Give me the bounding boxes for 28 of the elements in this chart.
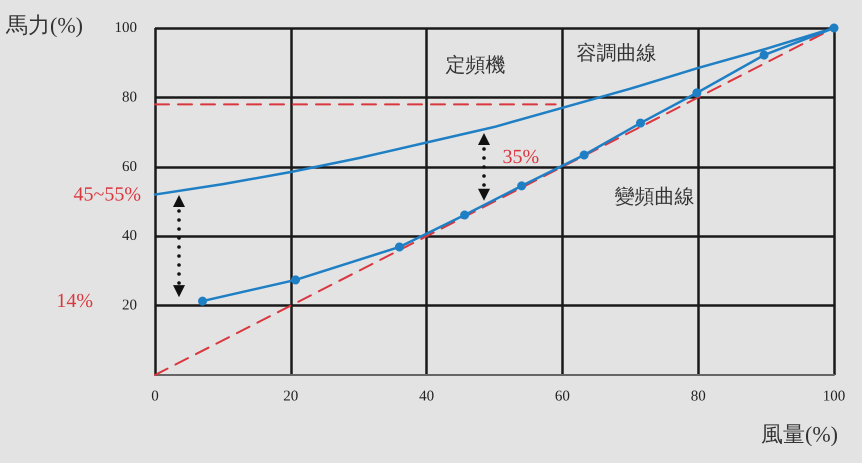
point [636,118,645,128]
x-tick-label: 80 [690,388,706,404]
point [692,88,702,98]
x-tick-label: 40 [419,388,434,404]
series-label: 變頻曲線 [614,184,695,208]
point [517,181,526,190]
y-tick-label: 40 [122,228,137,244]
series-label: 定頻機 [445,52,506,76]
y-axis-title: 馬力(%) [5,12,83,38]
point [291,275,300,284]
point [580,150,589,160]
point [394,242,404,252]
x-tick-label: 20 [283,388,298,404]
annotation: 45~55% [74,184,141,206]
x-tick-label: 100 [822,388,846,404]
x-tick-label: 0 [151,388,159,404]
series-label: 容調曲線 [576,40,657,65]
y-tick-label: 100 [114,20,137,36]
annotation: 35% [502,146,540,168]
x-tick-label: 60 [554,388,570,404]
y-tick-label: 80 [122,89,137,106]
point [760,50,769,60]
x-axis-title: 風量(%) [761,422,838,446]
y-tick-label: 20 [122,298,137,314]
point [198,296,208,306]
text: 14% [56,290,93,312]
y-tick-label: 60 [122,158,137,175]
point [460,210,470,220]
